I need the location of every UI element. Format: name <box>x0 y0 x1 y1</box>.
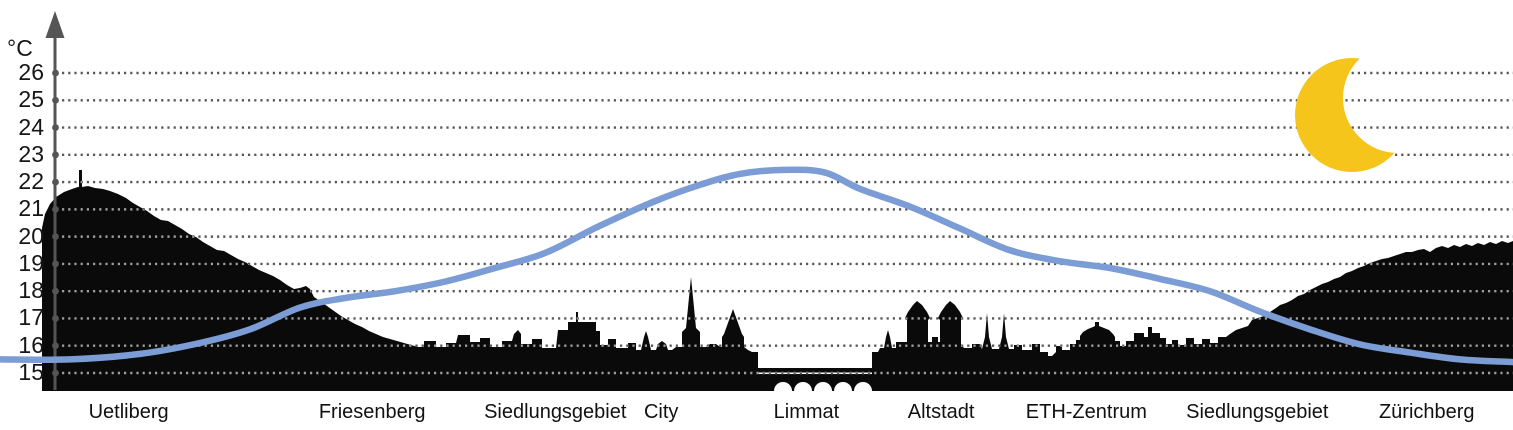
location-label-zuerichberg: Zürichberg <box>1378 401 1475 423</box>
axis-tick-dots <box>52 69 59 377</box>
temperature-curve <box>0 166 1513 366</box>
tick-label-24: 24 <box>18 113 44 140</box>
tick-label-19: 19 <box>18 249 44 276</box>
tick-label-25: 25 <box>18 86 44 113</box>
location-label-siedlungsgebiet-ost: Siedlungsgebiet <box>1186 401 1329 423</box>
tick-label-26: 26 <box>18 59 44 86</box>
tick-label-17: 17 <box>18 304 44 331</box>
location-label-city: City <box>643 401 679 423</box>
y-axis <box>45 11 65 390</box>
tick-label-16: 16 <box>18 331 44 358</box>
tick-label-21: 21 <box>18 195 44 222</box>
tick-label-15: 15 <box>18 359 44 386</box>
tick-label-22: 22 <box>18 168 44 195</box>
location-label-siedlungsgebiet-west: Siedlungsgebiet <box>484 401 627 423</box>
tick-label-23: 23 <box>18 140 44 167</box>
y-axis-unit-label: °C <box>7 35 33 61</box>
location-label-limmat: Limmat <box>773 401 840 423</box>
tick-label-20: 20 <box>18 222 44 249</box>
tick-label-18: 18 <box>18 277 44 304</box>
crescent-moon-icon <box>1295 58 1409 172</box>
location-label-uetliberg: Uetliberg <box>88 401 169 423</box>
axis-arrowhead <box>45 11 65 38</box>
limmat-bridge-arches <box>774 382 872 400</box>
limmat-bridge-rail <box>758 368 872 373</box>
zurich-skyline-silhouette <box>42 170 1513 400</box>
location-label-altstadt: Altstadt <box>907 401 975 423</box>
location-label-eth-zentrum: ETH-Zentrum <box>1025 401 1147 423</box>
location-label-friesenberg: Friesenberg <box>318 401 426 423</box>
